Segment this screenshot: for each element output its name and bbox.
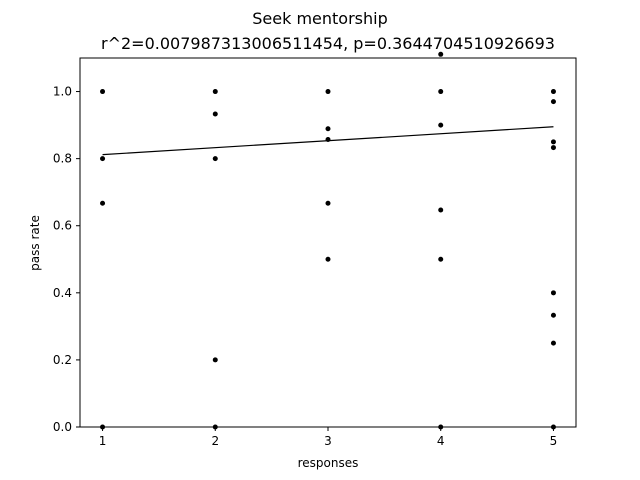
plot-area-frame bbox=[79, 57, 577, 428]
data-point bbox=[550, 290, 556, 296]
x-tick-label: 3 bbox=[324, 434, 332, 448]
data-point bbox=[325, 89, 331, 95]
data-point bbox=[438, 256, 444, 262]
data-point bbox=[550, 99, 556, 105]
data-point bbox=[100, 200, 106, 206]
y-tick-label: 0.4 bbox=[53, 286, 72, 300]
chart-subtitle: r^2=0.007987313006511454, p=0.3644704510… bbox=[101, 34, 555, 53]
y-tick-label: 0.0 bbox=[53, 420, 72, 434]
data-point bbox=[100, 89, 106, 95]
y-axis-label: pass rate bbox=[28, 215, 42, 271]
data-point bbox=[325, 137, 331, 143]
chart-title: Seek mentorship bbox=[252, 9, 387, 28]
y-tick-label: 0.2 bbox=[53, 353, 72, 367]
data-point bbox=[100, 156, 106, 162]
x-tick-label: 1 bbox=[99, 434, 107, 448]
y-axis-ticks: 0.0 0.2 0.4 0.6 0.8 1.0 bbox=[53, 85, 80, 434]
data-point bbox=[212, 89, 218, 95]
data-point bbox=[325, 126, 331, 132]
data-points bbox=[100, 51, 556, 430]
data-point bbox=[212, 111, 218, 117]
data-point bbox=[438, 89, 444, 95]
y-tick-label: 0.6 bbox=[53, 219, 72, 233]
x-tick-label: 2 bbox=[211, 434, 219, 448]
data-point bbox=[212, 357, 218, 363]
data-point bbox=[438, 207, 444, 213]
data-point bbox=[550, 145, 556, 151]
data-point bbox=[325, 200, 331, 206]
data-point bbox=[438, 51, 444, 57]
data-point bbox=[438, 122, 444, 128]
data-point bbox=[325, 256, 331, 262]
x-tick-label: 5 bbox=[550, 434, 558, 448]
x-tick-label: 4 bbox=[437, 434, 445, 448]
data-point bbox=[550, 312, 556, 318]
y-tick-label: 0.8 bbox=[53, 152, 72, 166]
data-point bbox=[550, 89, 556, 95]
data-point bbox=[212, 156, 218, 162]
data-point bbox=[550, 340, 556, 346]
x-axis-label: responses bbox=[298, 456, 359, 470]
data-point bbox=[550, 139, 556, 145]
x-axis-ticks: 1 2 3 4 5 bbox=[99, 427, 558, 448]
y-tick-label: 1.0 bbox=[53, 85, 72, 99]
